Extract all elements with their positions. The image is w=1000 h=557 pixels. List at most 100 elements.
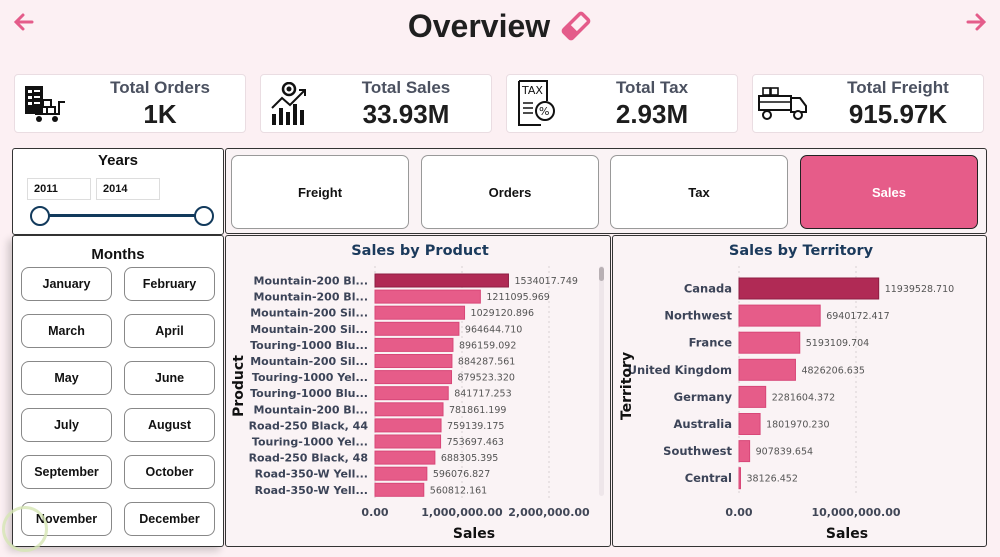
data-label: 759139.175	[447, 421, 504, 432]
bar	[374, 434, 442, 449]
bar	[738, 467, 741, 490]
bar	[374, 337, 454, 352]
month-button-april[interactable]: April	[124, 314, 215, 348]
category-label: Australia	[673, 417, 732, 431]
data-label: 753697.463	[447, 437, 504, 448]
data-label: 896159.092	[459, 340, 516, 351]
bar	[374, 354, 453, 368]
category-label: Mountain-200 Sil...	[250, 323, 368, 336]
data-label: 38126.452	[747, 474, 798, 485]
bar	[738, 440, 751, 463]
month-button-august[interactable]: August	[124, 408, 215, 442]
svg-text:TAX: TAX	[521, 84, 543, 97]
x-tick-label: 0.00	[361, 506, 388, 519]
bar	[738, 304, 821, 327]
sales-by-territory-chart: Sales by Territory 0.00 10,000,000.00 Canad…	[612, 235, 987, 547]
month-button-september[interactable]: September	[21, 455, 112, 489]
category-label: Mountain-200 Bl...	[254, 403, 369, 416]
months-slicer: Months January February March April May …	[12, 235, 224, 547]
forward-arrow-button[interactable]	[964, 10, 988, 39]
delivery-truck-icon	[753, 86, 813, 122]
month-button-february[interactable]: February	[124, 267, 215, 301]
x-tick-label: 10,000,000.00	[811, 506, 900, 519]
bar	[374, 305, 466, 320]
category-label: Mountain-200 Sil...	[250, 355, 368, 368]
category-label: Road-350-W Yell...	[255, 484, 368, 497]
arrow-right-icon	[966, 13, 987, 31]
scrollbar-thumb[interactable]	[599, 267, 604, 281]
page-title: Overview	[407, 7, 551, 44]
x-tick-label: 1,000,000.00	[421, 506, 503, 519]
year-slider-track[interactable]	[40, 214, 204, 217]
metric-button-orders[interactable]: Orders	[421, 155, 599, 229]
month-button-march[interactable]: March	[21, 314, 112, 348]
category-label: Northwest	[664, 309, 732, 323]
month-button-may[interactable]: May	[21, 361, 112, 395]
data-label: 6940172.417	[826, 311, 889, 322]
kpi-label: Total Sales	[361, 77, 451, 97]
arrow-left-icon	[13, 13, 34, 31]
month-button-december[interactable]: December	[124, 502, 215, 536]
bar	[374, 321, 460, 336]
kpi-value: 2.93M	[615, 98, 689, 129]
month-button-january[interactable]: January	[21, 267, 112, 301]
data-label: 781861.199	[449, 405, 506, 416]
category-label: Mountain-200 Bl...	[254, 275, 369, 288]
year-start-input[interactable]: 2011	[27, 178, 91, 200]
category-label: Germany	[674, 390, 733, 404]
x-tick-label: 0.00	[725, 506, 752, 519]
month-button-october[interactable]: October	[124, 455, 215, 489]
watermark-logo	[2, 506, 48, 552]
eraser-icon[interactable]	[560, 10, 592, 42]
back-arrow-button[interactable]	[12, 10, 36, 39]
years-slicer: Years 2011 2014	[12, 148, 224, 235]
kpi-value: 915.97K	[848, 98, 948, 129]
bar	[374, 386, 449, 401]
data-label: 5193109.704	[806, 338, 869, 349]
metric-selector: Freight Orders Tax Sales	[225, 148, 987, 234]
data-label: 964644.710	[465, 324, 522, 335]
bar	[738, 331, 801, 354]
category-label: Canada	[684, 282, 732, 296]
svg-text:%: %	[539, 105, 549, 118]
bar	[374, 289, 481, 304]
category-label: France	[689, 336, 733, 350]
data-label: 1534017.749	[514, 276, 577, 287]
kpi-label: Total Orders	[110, 77, 210, 97]
bar	[374, 402, 444, 417]
category-label: United Kingdom	[628, 363, 732, 377]
metric-button-freight[interactable]: Freight	[231, 155, 409, 229]
orders-cart-icon	[15, 84, 75, 124]
kpi-card-total-tax: TAX % Total Tax 2.93M	[506, 74, 738, 133]
month-button-june[interactable]: June	[124, 361, 215, 395]
category-label: Central	[685, 471, 732, 485]
chart-title: Sales by Product	[351, 243, 489, 259]
category-label: Touring-1000 Yel...	[252, 436, 368, 449]
category-label: Mountain-200 Sil...	[250, 307, 368, 320]
metric-button-sales[interactable]: Sales	[800, 155, 978, 229]
month-button-july[interactable]: July	[21, 408, 112, 442]
x-axis-title: Sales	[826, 526, 868, 542]
data-label: 596076.827	[433, 469, 490, 480]
data-label: 11939528.710	[885, 284, 955, 295]
kpi-value: 33.93M	[362, 98, 450, 129]
year-slider-start-handle[interactable]	[30, 206, 50, 226]
year-end-input[interactable]: 2014	[96, 178, 160, 200]
category-label: Road-250 Black, 48	[249, 452, 368, 465]
metric-button-tax[interactable]: Tax	[610, 155, 788, 229]
year-slider-end-handle[interactable]	[194, 206, 214, 226]
category-label: Touring-1000 Yel...	[252, 371, 368, 384]
bar	[374, 273, 509, 288]
title-bar: Overview	[0, 6, 1000, 46]
data-label: 1801970.230	[766, 420, 829, 431]
category-label: Mountain-200 Bl...	[254, 291, 369, 304]
kpi-card-total-sales: Total Sales 33.93M	[260, 74, 492, 133]
category-label: Road-250 Black, 44	[249, 419, 369, 432]
category-label: Touring-1000 Blu...	[250, 339, 368, 352]
kpi-label: Total Freight	[847, 77, 949, 97]
category-label: Southwest	[663, 444, 732, 458]
y-axis-title: Territory	[619, 352, 635, 420]
months-slicer-title: Months	[91, 246, 145, 263]
data-label: 2281604.372	[772, 392, 835, 403]
bar	[374, 450, 436, 465]
